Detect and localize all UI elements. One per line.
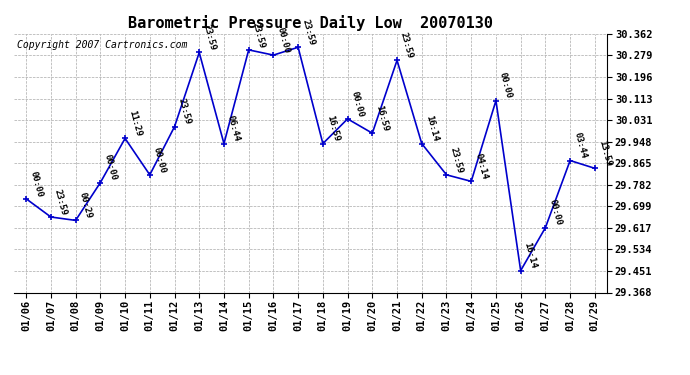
- Text: 16:59: 16:59: [325, 114, 340, 143]
- Text: 03:44: 03:44: [572, 132, 588, 160]
- Text: 23:59: 23:59: [53, 188, 68, 216]
- Text: 00:00: 00:00: [152, 146, 168, 174]
- Text: 00:00: 00:00: [28, 170, 43, 198]
- Text: 11:29: 11:29: [127, 110, 143, 138]
- Text: 00:00: 00:00: [498, 72, 513, 100]
- Text: 23:59: 23:59: [177, 98, 192, 126]
- Text: 23:59: 23:59: [399, 31, 415, 60]
- Text: 23:59: 23:59: [300, 18, 316, 46]
- Text: 16:14: 16:14: [424, 114, 440, 143]
- Text: 23:59: 23:59: [201, 23, 217, 52]
- Text: 04:14: 04:14: [473, 152, 489, 181]
- Text: 13:59: 13:59: [597, 139, 613, 168]
- Text: Copyright 2007 Cartronics.com: Copyright 2007 Cartronics.com: [17, 40, 187, 50]
- Text: 06:44: 06:44: [226, 114, 241, 143]
- Text: 00:00: 00:00: [547, 199, 563, 227]
- Text: 23:59: 23:59: [250, 21, 266, 49]
- Text: 16:14: 16:14: [522, 242, 538, 270]
- Text: 00:00: 00:00: [102, 154, 118, 182]
- Text: 00:00: 00:00: [350, 90, 365, 118]
- Text: 23:59: 23:59: [448, 146, 464, 174]
- Title: Barometric Pressure  Daily Low  20070130: Barometric Pressure Daily Low 20070130: [128, 15, 493, 31]
- Text: 00:00: 00:00: [275, 26, 291, 54]
- Text: 00:29: 00:29: [77, 191, 93, 220]
- Text: 16:59: 16:59: [374, 104, 390, 132]
